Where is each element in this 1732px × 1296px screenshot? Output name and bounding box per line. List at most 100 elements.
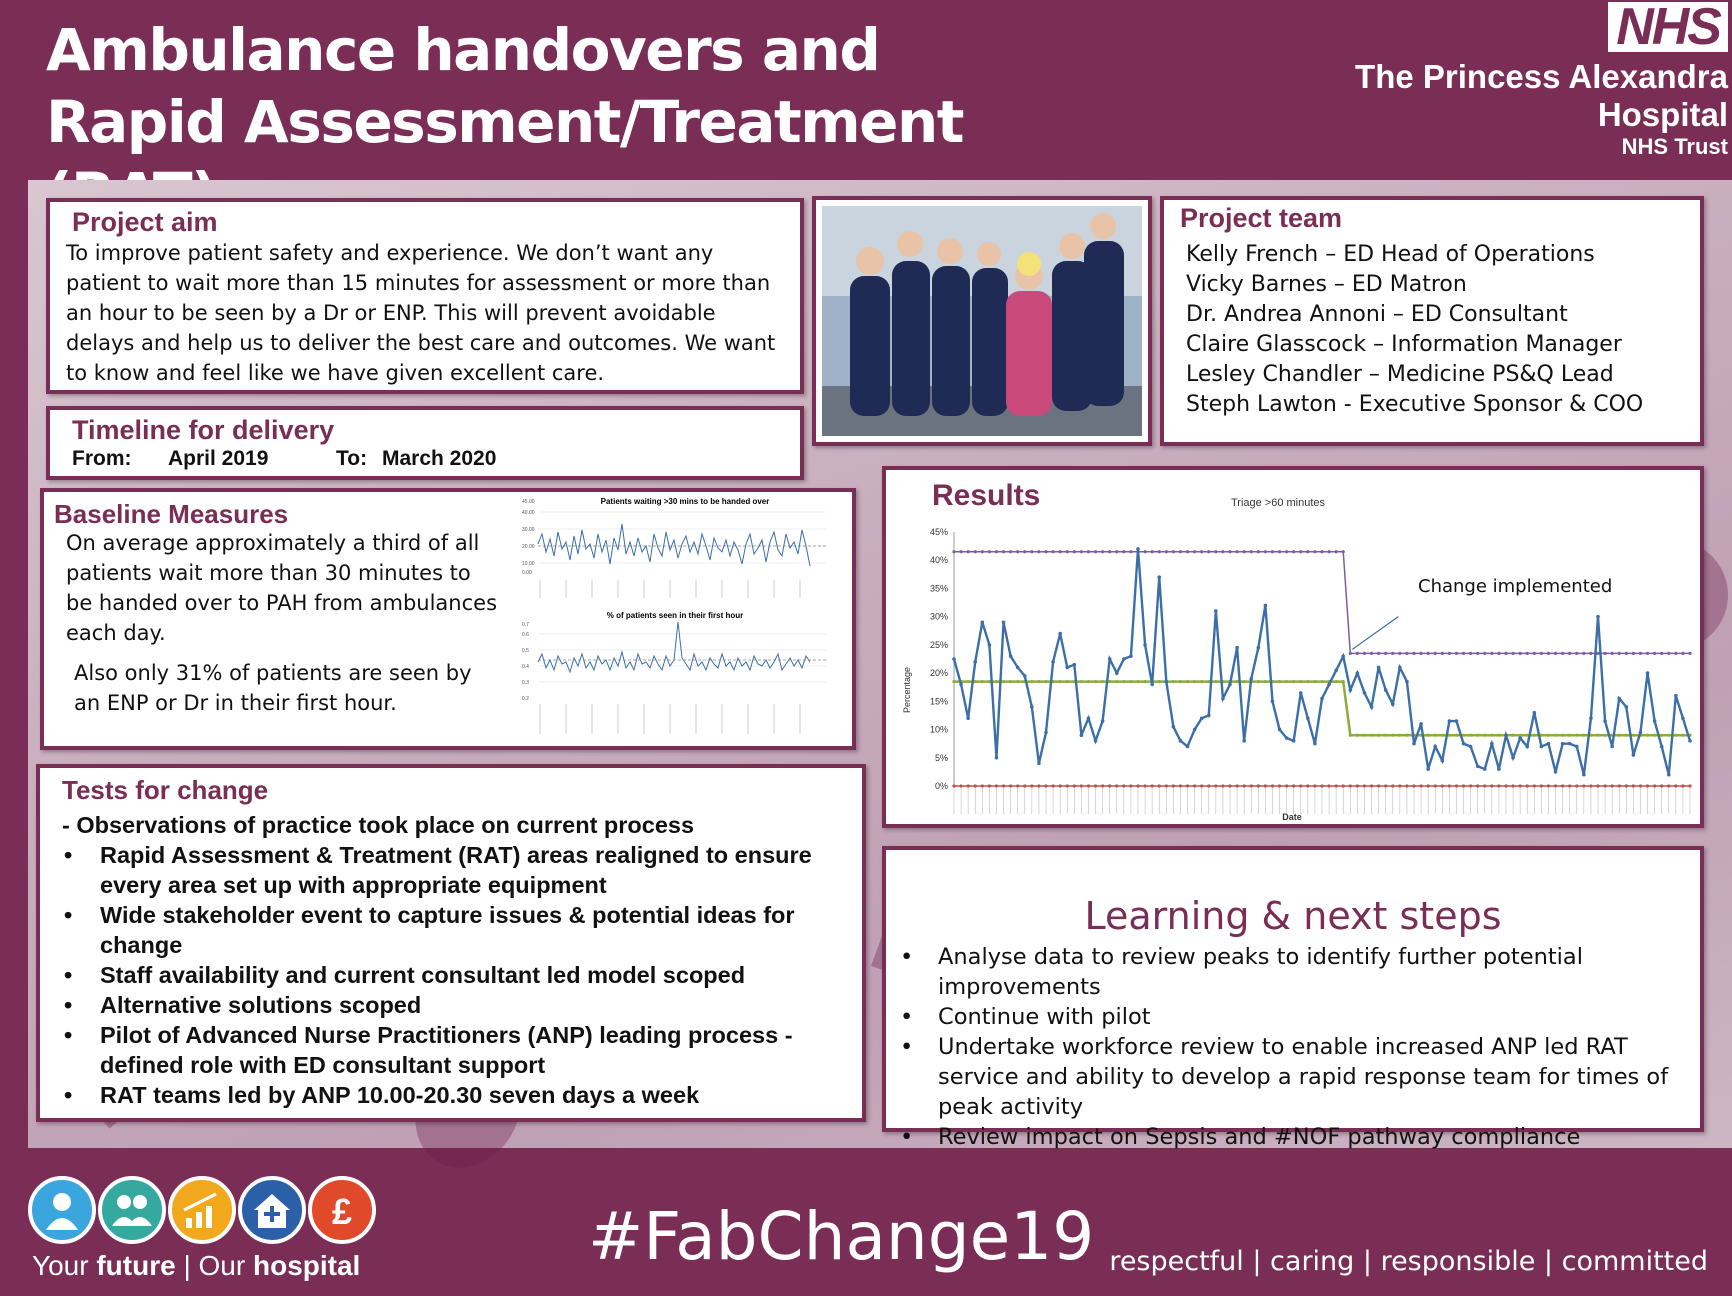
org-trust: NHS Trust bbox=[1621, 134, 1728, 159]
timeline-from-value: April 2019 bbox=[168, 447, 269, 470]
series-point bbox=[1596, 614, 1600, 619]
reference-point-mean bbox=[1299, 679, 1303, 684]
reference-point-upper_control bbox=[1398, 651, 1402, 655]
reference-point-lower_control bbox=[1044, 784, 1048, 788]
reference-point-mean bbox=[1617, 733, 1621, 737]
reference-point-mean bbox=[973, 679, 977, 684]
reference-point-lower_control bbox=[1561, 784, 1565, 788]
series-point bbox=[1405, 679, 1409, 684]
series-point bbox=[1185, 744, 1190, 749]
reference-point-lower_control bbox=[1341, 784, 1345, 788]
reference-point-upper_control bbox=[966, 550, 970, 554]
reference-point-lower_control bbox=[959, 784, 963, 788]
reference-point-mean bbox=[952, 679, 956, 684]
results-x-label: Date bbox=[1282, 812, 1302, 822]
org-name: The Princess Alexandra bbox=[1355, 58, 1728, 95]
reference-point-mean bbox=[1157, 679, 1161, 684]
reference-point-mean bbox=[1207, 679, 1211, 684]
tests-item: Wide stakeholder event to capture issues… bbox=[62, 900, 846, 960]
reference-point-lower_control bbox=[1461, 784, 1466, 788]
series-point bbox=[1348, 688, 1353, 692]
reference-point-mean bbox=[1653, 733, 1657, 737]
reference-point-lower_control bbox=[1327, 784, 1331, 788]
series-point bbox=[1603, 719, 1607, 723]
learning-list: Analyse data to review peaks to identify… bbox=[898, 942, 1688, 1152]
reference-point-upper_control bbox=[1377, 651, 1381, 655]
reference-point-lower_control bbox=[1575, 784, 1579, 788]
reference-point-mean bbox=[1674, 733, 1678, 737]
series-point bbox=[1143, 643, 1147, 647]
timeline-from-label: From: bbox=[72, 447, 132, 470]
reference-point-mean bbox=[1235, 679, 1239, 684]
reference-point-lower_control bbox=[1065, 784, 1069, 788]
reference-point-upper_control bbox=[1638, 651, 1643, 655]
series-point bbox=[1383, 688, 1388, 692]
reference-point-upper_control bbox=[1603, 651, 1607, 655]
reference-point-mean bbox=[1539, 733, 1543, 737]
reference-point-mean bbox=[1143, 679, 1147, 684]
reference-point-upper_control bbox=[1461, 651, 1466, 655]
learning-item: Review impact on Sepsis and #NOF pathway… bbox=[898, 1122, 1688, 1152]
series-point bbox=[1192, 727, 1197, 732]
svg-text:0.2: 0.2 bbox=[522, 696, 529, 702]
reference-point-upper_control bbox=[1348, 651, 1352, 655]
reference-point-mean bbox=[1200, 679, 1204, 684]
reference-point-lower_control bbox=[1306, 784, 1310, 788]
series-point bbox=[1645, 671, 1650, 675]
reference-point-mean bbox=[1603, 733, 1607, 737]
project-team-title: Project team bbox=[1180, 203, 1343, 233]
mini-chart-1-title: Patients waiting >30 mins to be handed o… bbox=[601, 497, 770, 506]
reference-point-upper_control bbox=[1412, 651, 1416, 655]
reference-point-lower_control bbox=[1334, 784, 1338, 788]
series-point bbox=[1447, 719, 1452, 723]
project-team-list: Kelly French – ED Head of Operations Vic… bbox=[1180, 240, 1684, 420]
people-icon bbox=[98, 1176, 166, 1244]
reference-point-lower_control bbox=[1624, 784, 1628, 788]
series-point bbox=[1419, 722, 1423, 726]
reference-point-upper_control bbox=[1101, 550, 1105, 554]
reference-point-upper_control bbox=[1016, 550, 1020, 554]
reference-point-mean bbox=[1561, 733, 1565, 737]
series-point bbox=[1051, 660, 1055, 664]
reference-point-lower_control bbox=[1313, 784, 1317, 788]
reference-point-upper_control bbox=[973, 550, 977, 554]
reference-point-upper_control bbox=[1079, 550, 1083, 554]
reference-point-upper_control bbox=[1405, 651, 1409, 655]
series-point bbox=[1511, 755, 1515, 760]
reference-point-lower_control bbox=[1553, 784, 1558, 788]
reference-point-lower_control bbox=[1362, 784, 1367, 788]
series-point bbox=[1546, 741, 1551, 746]
reference-point-upper_control bbox=[1476, 651, 1480, 655]
reference-point-upper_control bbox=[1497, 651, 1501, 655]
reference-point-upper_control bbox=[1525, 651, 1529, 655]
series-point bbox=[1454, 719, 1459, 723]
reference-point-lower_control bbox=[1164, 784, 1168, 788]
reference-point-upper_control bbox=[952, 550, 956, 554]
reference-point-lower_control bbox=[1277, 784, 1282, 788]
series-point bbox=[1001, 620, 1006, 625]
reference-point-upper_control bbox=[980, 550, 984, 554]
svg-text:0.7: 0.7 bbox=[522, 622, 529, 628]
reference-point-upper_control bbox=[1023, 550, 1027, 554]
reference-point-upper_control bbox=[1214, 550, 1218, 554]
series-point bbox=[1022, 674, 1027, 678]
reference-point-lower_control bbox=[1030, 784, 1034, 788]
reference-point-upper_control bbox=[1483, 651, 1487, 655]
reference-point-lower_control bbox=[973, 784, 977, 788]
series-point bbox=[1284, 736, 1289, 740]
nhs-branding: NHS The Princess Alexandra Hospital NHS … bbox=[1308, 1, 1728, 160]
reference-point-mean bbox=[1476, 733, 1480, 737]
reference-point-upper_control bbox=[994, 550, 999, 554]
reference-point-lower_control bbox=[1016, 784, 1020, 788]
series-point bbox=[1398, 665, 1402, 670]
series-point bbox=[1178, 739, 1183, 743]
reference-point-mean bbox=[1681, 733, 1685, 737]
series-point bbox=[1150, 682, 1154, 687]
reference-point-mean bbox=[1334, 679, 1338, 684]
series-point bbox=[1362, 691, 1367, 695]
series-point bbox=[1341, 654, 1346, 658]
reference-point-upper_control bbox=[1688, 651, 1692, 655]
reference-point-lower_control bbox=[1086, 784, 1091, 788]
reference-point-lower_control bbox=[1617, 784, 1621, 788]
reference-point-lower_control bbox=[1582, 784, 1586, 788]
